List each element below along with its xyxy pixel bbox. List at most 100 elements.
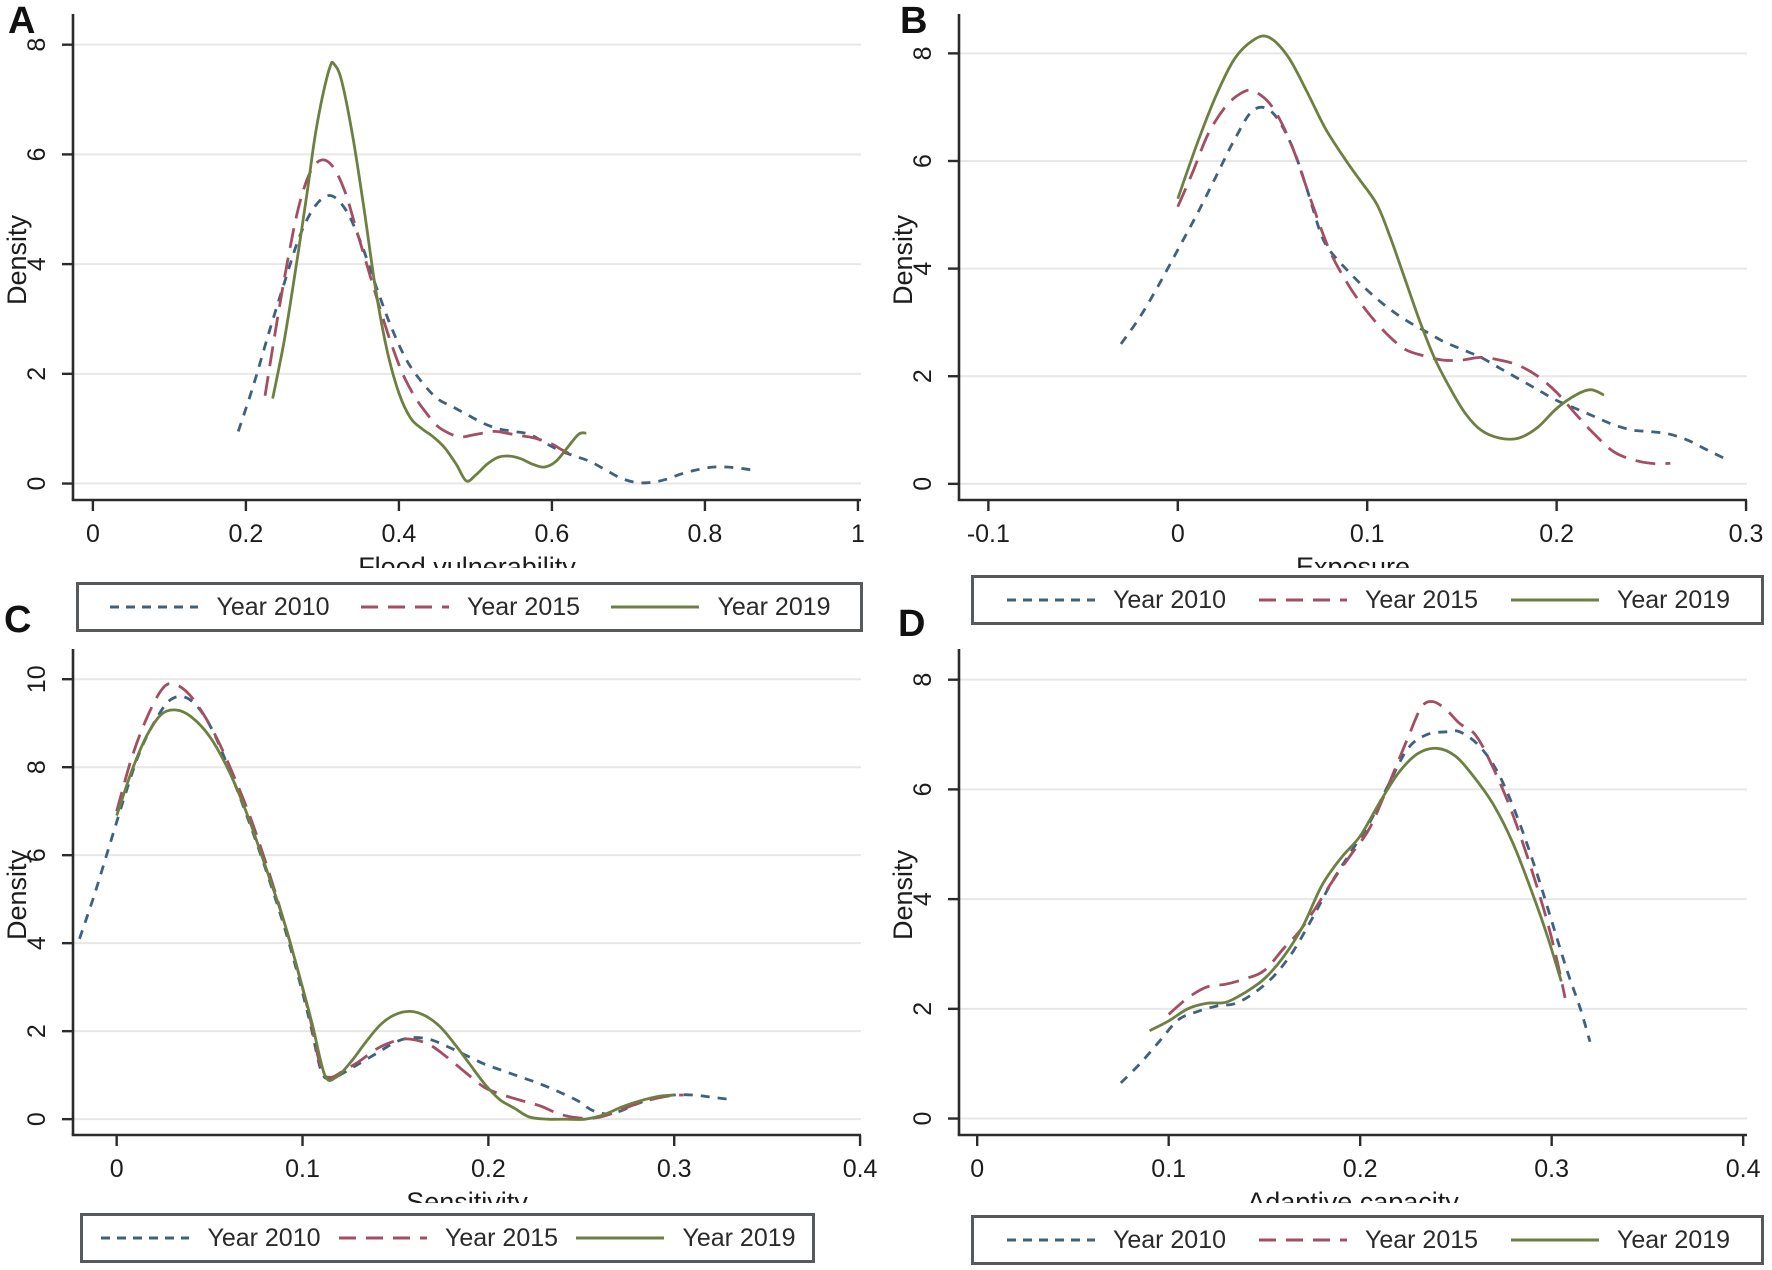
y-tick-label: 4 <box>23 936 51 950</box>
panel-d-label: D <box>898 603 926 645</box>
y-axis-title: Density <box>888 214 918 305</box>
x-tick-label: 0.4 <box>843 1155 878 1183</box>
y-tick-label: 6 <box>23 147 51 161</box>
density-curve-year-2010 <box>1119 105 1728 461</box>
x-tick-label: 0 <box>1171 520 1185 548</box>
legend-line-sample-year-2019 <box>576 1236 665 1240</box>
y-tick-label: 8 <box>909 46 937 60</box>
legend-line-sample-year-2015 <box>1258 598 1347 602</box>
y-tick-label: 4 <box>23 257 51 271</box>
y-tick-label: 8 <box>23 760 51 774</box>
x-tick-label: -0.1 <box>967 520 1010 548</box>
panel-b: B 0 2 4 6 8 -0.1 0 0.1 0.2 0.3 Exposure Density Yea… <box>886 0 1772 635</box>
density-curve-year-2015 <box>1167 700 1567 1016</box>
y-tick-label: 2 <box>909 369 937 383</box>
y-tick-label: 0 <box>909 477 937 491</box>
x-tick-label: 1 <box>851 520 865 548</box>
panel-c: C 0 2 4 6 8 10 0 0.1 0.2 0.3 0.4 Sensitivity Density… <box>0 601 886 1270</box>
legend-item-year-2010: Year 2010 <box>99 1223 321 1253</box>
legend-label-year-2015: Year 2015 <box>444 1223 559 1252</box>
y-tick-label: 8 <box>909 673 937 687</box>
legend-item-year-2015: Year 2015 <box>359 593 580 622</box>
panel-b-label: B <box>900 0 928 42</box>
panel-b-plot-mount: 0 2 4 6 8 -0.1 0 0.1 0.2 0.3 Exposure Density <box>886 0 1772 582</box>
panel-a: A 0 2 4 6 8 0 0.2 0.4 0.6 0.8 1 Flood vulnerability… <box>0 0 886 635</box>
legend-label-year-2010: Year 2010 <box>216 592 330 621</box>
density-curve-year-2015 <box>1176 88 1671 466</box>
plot-panel-b: 0 2 4 6 8 -0.1 0 0.1 0.2 0.3 Exposure Density <box>888 14 1764 582</box>
legend-item-year-2019: Year 2019 <box>1509 586 1730 615</box>
x-tick-label: 0.2 <box>229 520 264 548</box>
x-tick-label: 0.3 <box>1729 520 1764 548</box>
legend-item-year-2015: Year 2015 <box>1257 586 1478 615</box>
legend-line-sample-year-2019 <box>1510 598 1599 602</box>
legend-label-year-2019: Year 2019 <box>1616 585 1731 614</box>
legend-item-year-2010: Year 2010 <box>1005 586 1226 615</box>
y-tick-label: 2 <box>23 367 51 381</box>
y-tick-label: 0 <box>23 477 51 491</box>
density-curve-year-2019 <box>1148 746 1563 1033</box>
legend-line-sample-year-2010 <box>110 605 199 609</box>
x-tick-label: 0.4 <box>1726 1155 1761 1183</box>
panel-d: D 0 2 4 6 8 0 0.1 0.2 0.3 0.4 Adaptive capacity Den… <box>886 605 1772 1270</box>
panel-d-plot-mount: 0 2 4 6 8 0 0.1 0.2 0.3 0.4 Adaptive capacity Densi… <box>886 635 1772 1217</box>
density-curve-year-2015 <box>115 682 684 1120</box>
x-tick-label: 0 <box>970 1155 984 1183</box>
legend-item-year-2019: Year 2019 <box>574 1223 796 1253</box>
density-curve-year-2019 <box>271 60 587 483</box>
legend-label-year-2019: Year 2019 <box>717 592 831 621</box>
y-axis-title: Density <box>888 849 918 940</box>
legend-label-year-2010: Year 2010 <box>207 1223 321 1252</box>
x-tick-label: 0.2 <box>471 1155 506 1183</box>
x-axis-title: Adaptive capacity <box>1247 1187 1459 1203</box>
panel-a-label: A <box>8 0 36 42</box>
x-tick-label: 0.8 <box>688 520 723 548</box>
y-tick-label: 2 <box>909 1002 937 1016</box>
x-tick-label: 0.3 <box>1534 1155 1569 1183</box>
x-tick-label: 0.1 <box>1151 1155 1186 1183</box>
legend-line-sample-year-2010 <box>1006 598 1095 602</box>
y-tick-label: 0 <box>909 1112 937 1126</box>
x-axis-title: Sensitivity <box>406 1187 528 1203</box>
x-tick-label: 0.2 <box>1539 520 1574 548</box>
panel-d-legend: Year 2010 Year 2015 Year 2019 <box>971 1215 1764 1265</box>
x-tick-label: 0.1 <box>1350 520 1385 548</box>
x-tick-label: 0.6 <box>535 520 570 548</box>
panel-b-legend: Year 2010 Year 2015 Year 2019 <box>971 575 1764 625</box>
x-tick-label: 0.4 <box>382 520 417 548</box>
density-curve-year-2015 <box>263 158 576 458</box>
x-axis-title: Exposure <box>1296 552 1410 568</box>
y-tick-label: 6 <box>909 782 937 796</box>
y-tick-label: 0 <box>23 1112 51 1126</box>
panel-a-legend: Year 2010 Year 2015 Year 2019 <box>76 582 863 632</box>
y-tick-label: 6 <box>23 848 51 862</box>
x-tick-label: 0.2 <box>1343 1155 1378 1183</box>
y-axis-title: Density <box>2 214 32 305</box>
y-tick-label: 2 <box>23 1024 51 1038</box>
legend-line-sample-year-2010 <box>1006 1238 1095 1242</box>
legend-label-year-2015: Year 2015 <box>1364 1225 1479 1254</box>
legend-label-year-2010: Year 2010 <box>1112 585 1227 614</box>
plot-panel-c: 0 2 4 6 8 10 0 0.1 0.2 0.3 0.4 Sensitivity Density <box>2 649 878 1217</box>
legend-item-year-2010: Year 2010 <box>108 592 330 622</box>
density-curve-year-2010 <box>78 695 731 1116</box>
legend-line-sample-year-2019 <box>611 605 700 609</box>
x-tick-label: 0 <box>86 520 100 548</box>
legend-item-year-2010: Year 2010 <box>1005 1226 1226 1255</box>
x-axis-title: Flood vulnerability <box>358 552 576 568</box>
legend-label-year-2019: Year 2019 <box>682 1223 796 1252</box>
legend-item-year-2019: Year 2019 <box>609 592 831 622</box>
panel-c-legend: Year 2010 Year 2015 Year 2019 <box>80 1213 815 1263</box>
x-tick-label: 0 <box>110 1155 124 1183</box>
panel-a-plot-mount: 0 2 4 6 8 0 0.2 0.4 0.6 0.8 1 Flood vulnerability De… <box>0 0 886 582</box>
density-curve-year-2019 <box>115 708 675 1121</box>
y-tick-label: 4 <box>909 262 937 276</box>
y-tick-label: 6 <box>909 154 937 168</box>
y-axis-title: Density <box>2 849 32 940</box>
legend-line-sample-year-2015 <box>360 605 449 609</box>
panel-c-label: C <box>4 599 32 641</box>
legend-line-sample-year-2015 <box>1258 1238 1347 1242</box>
legend-line-sample-year-2019 <box>1510 1238 1599 1242</box>
density-curve-year-2010 <box>236 194 752 485</box>
